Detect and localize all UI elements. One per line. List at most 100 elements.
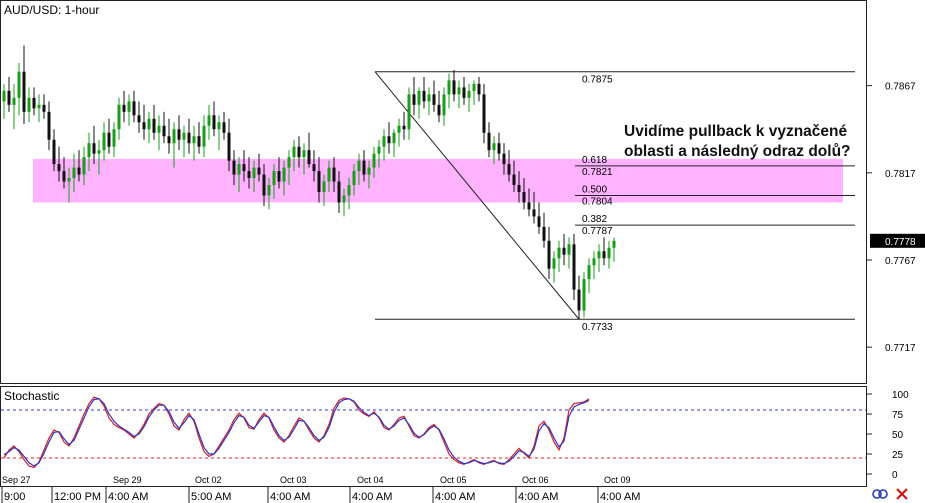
candle [417, 87, 421, 119]
candle [472, 80, 476, 105]
candle-body [157, 125, 161, 133]
candle-body [47, 111, 51, 140]
candle [57, 146, 61, 182]
candle-body [377, 146, 381, 154]
candle [482, 83, 486, 144]
candle-body [267, 185, 271, 196]
fib-ratio-label: 0.500 [582, 184, 607, 195]
candle [277, 157, 281, 189]
fib-price-label: 0.7787 [582, 226, 613, 237]
candle-body [27, 97, 31, 112]
candle [602, 237, 606, 266]
x-time-label: 4:00 AM [270, 491, 310, 503]
candle [537, 202, 541, 234]
candle [342, 188, 346, 217]
candle [272, 164, 276, 199]
candle [527, 188, 531, 217]
candle [517, 171, 521, 203]
candle-body [112, 129, 116, 147]
candle [117, 97, 121, 140]
x-time-label: 9:00 [4, 491, 25, 503]
candle [257, 153, 261, 182]
candle [612, 237, 616, 262]
candle-body [217, 122, 221, 130]
candle [352, 164, 356, 196]
candle-body [342, 195, 346, 203]
price-axis-label: 0.7717 [885, 343, 916, 354]
candle-body [262, 174, 266, 196]
candle-body [442, 94, 446, 116]
candle-body [362, 160, 366, 175]
candle-body [52, 139, 56, 165]
candle-body [77, 167, 81, 175]
candle-body [222, 122, 226, 133]
candle [367, 160, 371, 189]
x-date-label: Oct 03 [280, 475, 307, 485]
stochastic-main-line [3, 396, 590, 469]
candle-body [552, 258, 556, 269]
candle-body [142, 122, 146, 130]
x-time-label: 4:00 AM [435, 491, 475, 503]
candle-body [562, 247, 566, 255]
candle-body [462, 87, 466, 98]
candle-body [17, 71, 21, 98]
link-icon[interactable] [872, 489, 888, 499]
candle [152, 104, 156, 140]
candle [177, 115, 181, 151]
candle-body [402, 125, 406, 130]
close-icon[interactable] [896, 488, 908, 500]
candle [307, 132, 311, 168]
candle [167, 118, 171, 154]
candle-body [537, 216, 541, 227]
stoch-axis-label: 25 [892, 450, 904, 461]
candle [207, 104, 211, 140]
price-axis-label: 0.7817 [885, 169, 916, 180]
candle-body [317, 171, 321, 192]
candle-body [547, 240, 551, 269]
candle [252, 160, 256, 192]
candle [42, 94, 46, 119]
stoch-axis-label: 75 [892, 410, 904, 421]
candle-body [357, 160, 361, 172]
candle-body [542, 226, 546, 241]
fib-price-label: 0.7804 [582, 196, 613, 207]
candle [597, 244, 601, 273]
candle-body [312, 164, 316, 172]
candle [7, 76, 11, 112]
candle-body [322, 181, 326, 192]
candle-body [612, 240, 616, 248]
candle [107, 118, 111, 154]
candle [132, 90, 136, 123]
candle-body [392, 132, 396, 144]
candle [397, 118, 401, 147]
candle-body [197, 136, 201, 147]
candle-body [167, 136, 171, 144]
candle [552, 251, 556, 283]
candle [282, 160, 286, 196]
candle [507, 150, 511, 182]
candle [547, 226, 551, 280]
candle-body [207, 115, 211, 126]
candle [492, 136, 496, 165]
candle [542, 212, 546, 248]
x-time-label: 5:00 AM [191, 491, 231, 503]
candle-body [252, 167, 256, 179]
candle-body [172, 129, 176, 144]
candle-body [492, 143, 496, 151]
candle [592, 251, 596, 280]
candle-body [422, 90, 426, 102]
candle-body [187, 132, 191, 144]
x-date-label: Oct 04 [357, 475, 384, 485]
candle-body [137, 115, 141, 123]
candle-body [12, 97, 16, 105]
x-date-label: Sep 27 [2, 475, 31, 485]
x-time-label: 4:00 AM [518, 491, 558, 503]
candle [557, 240, 561, 273]
candle [137, 101, 141, 133]
candle-body [117, 104, 121, 130]
candle-body [602, 251, 606, 259]
candle [327, 160, 331, 192]
candle-body [572, 244, 576, 290]
candle-body [122, 104, 126, 112]
fib-price-high: 0.7875 [582, 75, 613, 86]
